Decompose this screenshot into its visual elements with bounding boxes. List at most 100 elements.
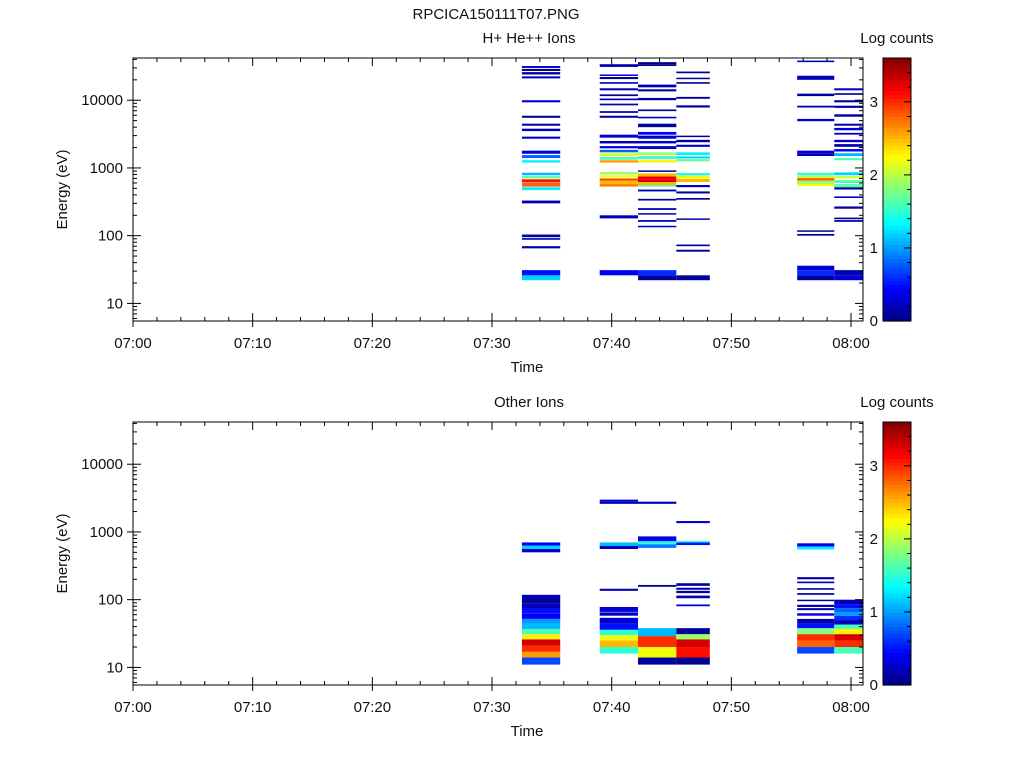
x-tick-label: 07:30 — [473, 335, 511, 352]
colorbar-segment — [883, 317, 911, 322]
heatmap-cell — [638, 160, 677, 163]
heatmap-cell — [834, 624, 863, 629]
x-tick-label: 08:00 — [832, 699, 870, 716]
heatmap-cell — [834, 139, 863, 143]
heatmap-cell — [599, 640, 639, 648]
chart-panel: 07:00 07:10 07:20 07:30 07:40 07:50 08:0010100… — [54, 30, 934, 376]
heatmap-cell — [521, 176, 561, 179]
colorbar-segment — [883, 586, 911, 591]
colorbar-segment — [883, 156, 911, 161]
x-tick-label: 08:00 — [832, 335, 870, 352]
heatmap-cell — [834, 153, 863, 157]
heatmap-cell — [676, 628, 710, 635]
colorbar-segment — [883, 476, 911, 482]
colorbar-segment — [883, 182, 911, 187]
heatmap-cell — [676, 96, 710, 99]
colorbar-segment — [883, 454, 911, 460]
colorbar-segment — [883, 546, 911, 551]
heatmap-cell — [676, 639, 710, 648]
heatmap-cell — [797, 593, 835, 595]
heatmap-cell — [599, 74, 639, 76]
heatmap-cell — [797, 153, 835, 157]
x-tick-label: 07:00 — [114, 335, 152, 352]
colorbar-segment — [883, 58, 911, 63]
heatmap-cell — [638, 89, 677, 92]
y-tick-label: 10000 — [81, 456, 123, 473]
colorbar-segment — [883, 513, 911, 518]
colorbar-segment — [883, 255, 911, 260]
colorbar-segment — [883, 131, 911, 136]
heatmap-cell — [638, 109, 677, 112]
heatmap-cell — [638, 84, 677, 88]
y-tick-label: 100 — [98, 592, 123, 609]
heatmap-cell — [638, 536, 677, 542]
colorbar-segment — [883, 597, 911, 602]
colorbar-segment — [883, 295, 911, 300]
heatmap-cell — [599, 183, 639, 187]
y-axis-label: Energy (eV) — [54, 513, 71, 593]
colorbar-segment — [883, 310, 911, 315]
heatmap-cell — [638, 170, 677, 172]
heatmap-cell — [521, 136, 561, 139]
colorbar-segment — [883, 458, 911, 463]
heatmap-cell — [834, 144, 863, 147]
colorbar-segment — [883, 535, 911, 540]
heatmap-cell — [638, 657, 677, 665]
colorbar-segment — [883, 174, 911, 180]
colorbar-segment — [883, 98, 911, 103]
heatmap-cell — [638, 182, 677, 185]
colorbar-segment — [883, 648, 911, 653]
heatmap-cell — [676, 82, 710, 84]
colorbar-segment — [883, 593, 911, 598]
heatmap-cell — [797, 628, 835, 635]
heatmap-cell — [676, 583, 710, 586]
heatmap-cell — [676, 173, 710, 176]
colorbar-segment — [883, 288, 911, 293]
heatmap-cell — [599, 88, 639, 91]
heatmap-cell — [638, 62, 677, 65]
colorbar-segment — [883, 491, 911, 496]
heatmap-cell — [676, 71, 710, 74]
heatmap-cell — [834, 270, 863, 276]
heatmap-cell — [797, 265, 835, 271]
heatmap-cell — [797, 599, 835, 602]
colorbar-segment — [883, 600, 911, 606]
chart-panel: 07:00 07:10 07:20 07:30 07:40 07:50 08:0010100… — [54, 394, 934, 740]
panels: 07:00 07:10 07:20 07:30 07:40 07:50 08:0010100… — [54, 30, 934, 740]
colorbar-segment — [883, 506, 911, 511]
heatmap-cell — [834, 172, 863, 176]
heatmap-cell — [638, 64, 677, 66]
colorbar-segment — [883, 652, 911, 657]
heatmap-cell — [599, 647, 639, 654]
heatmap-cell — [638, 97, 677, 101]
heatmap-cell — [638, 179, 677, 183]
colorbar-segment — [883, 473, 911, 478]
colorbar-segment — [883, 306, 911, 311]
heatmap-cell — [834, 275, 863, 281]
heatmap-cell — [638, 146, 677, 150]
colorbar-segment — [883, 553, 911, 558]
heatmap-cell — [834, 634, 863, 641]
colorbar-segment — [883, 87, 911, 92]
colorbar-segment — [883, 487, 911, 492]
heatmap-cell — [834, 604, 863, 609]
colorbar-segment — [883, 630, 911, 635]
heatmap-cell — [676, 139, 710, 143]
colorbar-segment — [883, 68, 911, 74]
figure-title: RPCICA150111T07.PNG — [412, 6, 579, 23]
heatmap-cell — [834, 88, 863, 91]
heatmap-cell — [676, 144, 710, 147]
heatmap-cell — [638, 208, 677, 210]
colorbar-segment — [883, 152, 911, 158]
y-tick-label: 100 — [98, 228, 123, 245]
colorbar-segment — [883, 251, 911, 256]
colorbar-segment — [883, 462, 911, 467]
colorbar-segment — [883, 79, 911, 85]
heatmap-cell — [797, 604, 835, 607]
colorbar-segment — [883, 604, 911, 609]
heatmap-cell — [638, 270, 677, 276]
colorbar-segment — [883, 171, 911, 176]
colorbar-segment — [883, 619, 911, 624]
heatmap-cell — [638, 131, 677, 135]
x-axis-label: Time — [511, 723, 544, 740]
